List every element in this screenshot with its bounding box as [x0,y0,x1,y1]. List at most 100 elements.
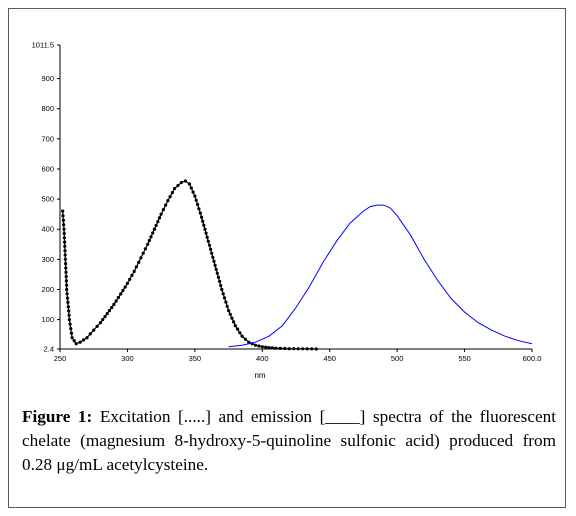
data-point [191,190,195,194]
data-point [283,346,287,351]
data-point [211,255,215,259]
data-point [132,269,136,273]
data-point [103,315,107,319]
data-point [147,238,151,243]
data-point [63,249,67,253]
y-tick-label: 200 [41,285,54,294]
data-point [116,295,120,300]
x-tick-label: 550 [458,354,471,363]
figure-frame [8,8,566,508]
x-axis: 250 300 350 400 450 500 550 600.0 [54,348,541,363]
data-point [173,186,177,191]
data-point [62,223,66,227]
series-layer [61,179,533,351]
x-axis-label: nm [254,371,265,380]
data-point [270,346,274,350]
data-point [207,243,212,247]
data-point [82,338,86,342]
data-point [125,281,129,285]
data-point [204,231,208,235]
data-point [141,251,145,255]
data-point [114,299,118,303]
data-point [139,256,143,260]
data-point [209,247,213,251]
data-point [85,336,89,340]
data-point [112,302,116,307]
data-point [67,313,71,317]
data-point [63,240,67,244]
y-tick-label: 500 [41,195,54,204]
data-point [119,292,123,296]
data-point [69,327,73,331]
data-point [278,346,282,350]
data-point [107,309,111,313]
data-point [228,312,232,316]
data-point [68,322,72,326]
data-point [220,287,224,292]
data-point [240,334,244,338]
data-point [221,292,225,296]
data-point [168,195,172,199]
data-point [189,186,193,190]
data-point [62,227,66,231]
data-point [64,279,68,283]
data-point [67,309,71,313]
data-point [66,300,70,304]
data-point [152,227,156,231]
data-point [61,218,65,222]
data-point [176,183,180,188]
data-point [301,347,305,351]
data-point [72,339,76,343]
data-point [110,305,114,310]
data-point [170,191,174,195]
x-tick-label: 450 [323,354,336,363]
data-point [157,216,162,220]
y-tick-label: 700 [41,134,54,143]
data-point [194,198,198,202]
data-point [236,327,240,331]
data-point [128,277,132,281]
data-point [92,328,96,332]
data-point [260,345,264,349]
data-point [243,337,247,341]
data-point [206,239,210,243]
data-point [143,247,147,251]
data-point [101,318,105,322]
data-point [305,347,309,351]
data-point [74,342,78,346]
data-point [78,340,82,344]
data-point [146,242,150,246]
data-point [63,253,67,257]
data-point [166,199,170,203]
data-point [64,275,68,279]
x-tick-label: 350 [189,354,202,363]
data-point [67,318,71,322]
data-point [310,347,314,351]
y-tick-label: 800 [41,104,54,113]
data-point [156,220,160,224]
data-point [198,211,202,215]
caption-text: Excitation [.....] and emission [____] s… [22,407,556,474]
data-point [257,344,261,348]
x-tick-label: 250 [54,354,67,363]
data-point [232,320,236,324]
data-point [224,300,228,304]
x-tick-label: 500 [391,354,404,363]
data-point [203,227,207,231]
data-point [130,273,134,277]
data-point [70,336,74,340]
data-point [65,287,69,292]
data-point [88,332,92,336]
data-point [238,331,242,335]
data-point [227,309,231,313]
data-point [233,324,237,328]
data-point [247,340,251,344]
data-point [230,316,234,320]
data-point [159,212,163,216]
data-point [151,231,155,235]
data-point [183,179,187,183]
figure-caption: Figure 1: Excitation [.....] and emissio… [22,405,556,477]
data-point [292,347,296,351]
data-point [205,235,209,239]
data-point [197,207,201,211]
